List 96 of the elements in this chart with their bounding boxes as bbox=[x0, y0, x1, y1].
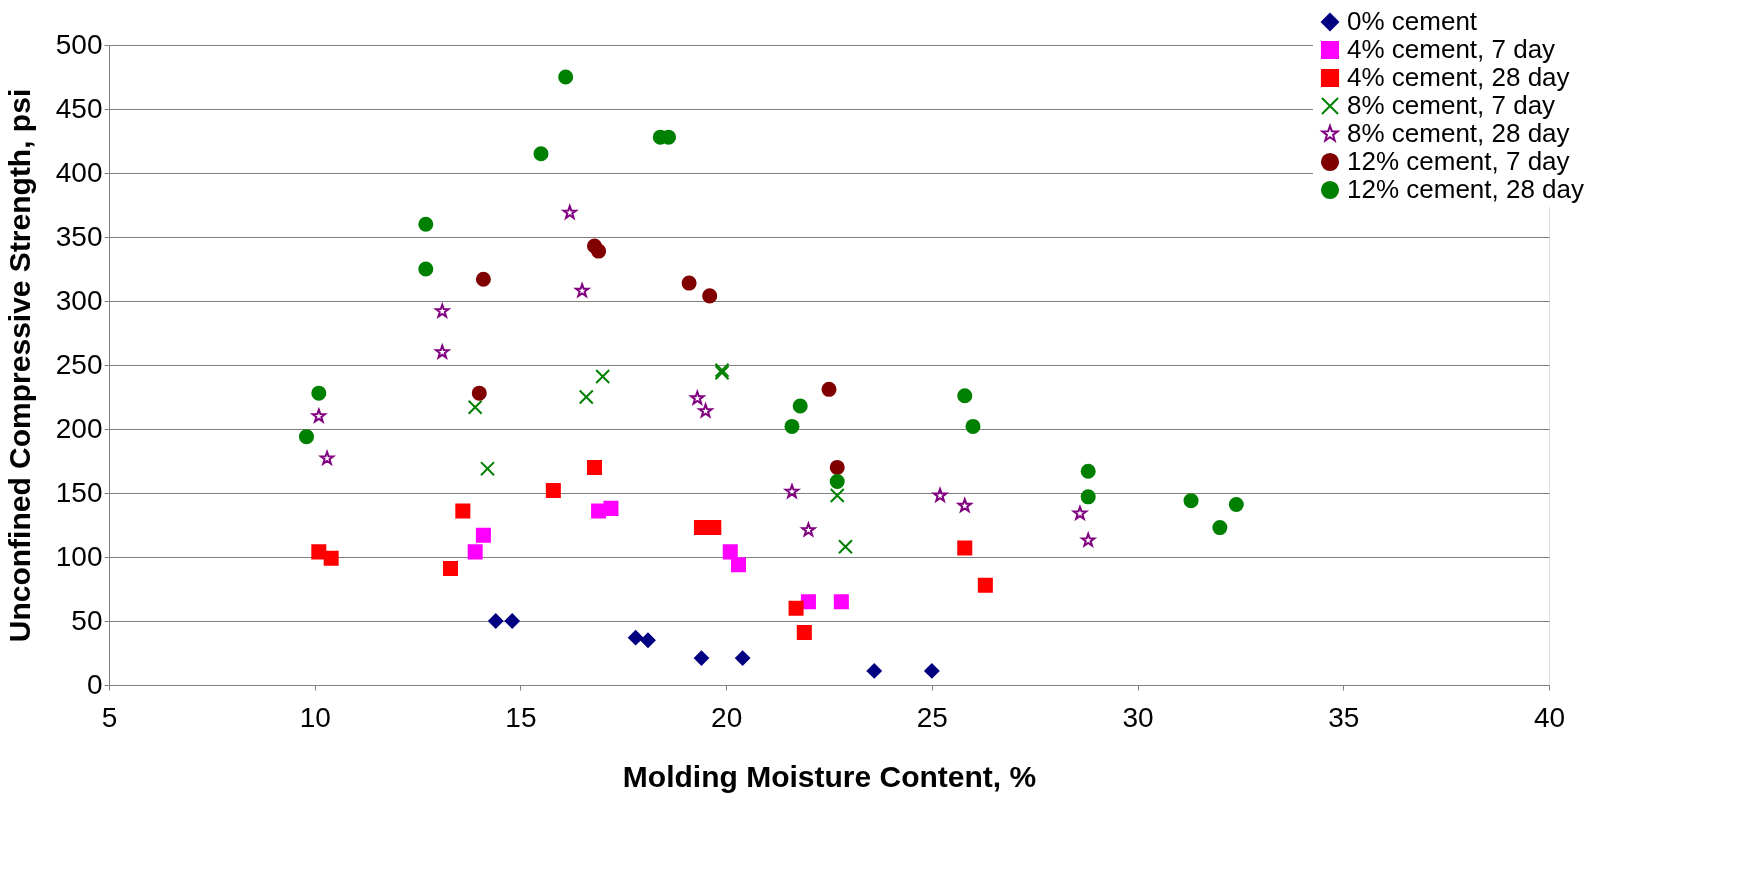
point bbox=[829, 473, 845, 489]
point bbox=[977, 577, 993, 593]
point bbox=[545, 482, 561, 498]
point bbox=[418, 261, 434, 277]
legend-label: 12% cement, 7 day bbox=[1347, 146, 1570, 176]
legend-label: 8% cement, 28 day bbox=[1347, 118, 1570, 148]
point bbox=[418, 216, 434, 232]
legend-label: 4% cement, 28 day bbox=[1347, 62, 1570, 92]
legend-label: 8% cement, 7 day bbox=[1347, 90, 1556, 120]
x-tick-label: 35 bbox=[1328, 701, 1360, 733]
point bbox=[467, 399, 483, 415]
point bbox=[965, 418, 981, 434]
x-tick-label: 15 bbox=[505, 701, 537, 733]
point bbox=[323, 550, 339, 566]
point bbox=[467, 544, 483, 560]
point bbox=[475, 271, 491, 287]
y-tick-label: 200 bbox=[55, 412, 103, 444]
point bbox=[837, 539, 853, 555]
point bbox=[829, 488, 845, 504]
x-tick-label: 20 bbox=[711, 701, 743, 733]
point bbox=[603, 500, 619, 516]
point bbox=[924, 663, 940, 679]
point bbox=[578, 389, 594, 405]
point bbox=[957, 540, 973, 556]
point bbox=[455, 503, 471, 519]
point bbox=[696, 401, 715, 419]
y-tick-label: 0 bbox=[86, 668, 103, 700]
point bbox=[433, 302, 452, 319]
point bbox=[595, 369, 611, 385]
point bbox=[730, 557, 746, 573]
point bbox=[706, 520, 722, 536]
point bbox=[591, 243, 607, 259]
point bbox=[558, 69, 574, 85]
x-tick-label: 5 bbox=[101, 701, 118, 733]
point bbox=[471, 385, 487, 401]
y-tick-label: 150 bbox=[55, 476, 103, 508]
point bbox=[955, 496, 974, 514]
point bbox=[788, 600, 804, 616]
x-axis-title: Molding Moisture Content, % bbox=[622, 759, 1037, 793]
point bbox=[957, 388, 973, 404]
point bbox=[735, 650, 751, 666]
point bbox=[932, 488, 948, 502]
legend-label: 4% cement, 7 day bbox=[1347, 34, 1556, 64]
point bbox=[829, 459, 845, 475]
point bbox=[792, 398, 808, 414]
point bbox=[800, 594, 816, 610]
point bbox=[1183, 493, 1199, 509]
legend-label: 12% cement, 28 day bbox=[1347, 174, 1585, 204]
y-tick-label: 450 bbox=[55, 92, 103, 124]
legend-label: 0% cement bbox=[1347, 6, 1478, 36]
y-tick-label: 50 bbox=[71, 604, 103, 636]
point bbox=[796, 625, 812, 641]
point bbox=[533, 146, 549, 162]
point bbox=[628, 630, 644, 646]
point bbox=[681, 275, 697, 291]
point bbox=[866, 663, 882, 679]
point bbox=[784, 418, 800, 434]
point bbox=[799, 520, 818, 538]
point bbox=[574, 283, 590, 298]
point bbox=[833, 594, 849, 610]
x-tick-label: 10 bbox=[299, 701, 331, 733]
point bbox=[722, 544, 738, 560]
point bbox=[311, 544, 327, 560]
point bbox=[586, 459, 602, 475]
point bbox=[1079, 531, 1098, 548]
point bbox=[475, 527, 491, 543]
point bbox=[319, 450, 335, 465]
point bbox=[488, 613, 504, 629]
point bbox=[702, 288, 718, 304]
point bbox=[311, 385, 327, 401]
point bbox=[298, 429, 314, 445]
y-tick-label: 350 bbox=[55, 220, 103, 252]
point bbox=[1080, 463, 1096, 479]
y-tick-label: 500 bbox=[55, 28, 103, 60]
y-tick-label: 250 bbox=[55, 348, 103, 380]
y-tick-label: 100 bbox=[55, 540, 103, 572]
x-tick-label: 30 bbox=[1122, 701, 1154, 733]
x-tick-label: 25 bbox=[916, 701, 948, 733]
point bbox=[640, 632, 656, 648]
point bbox=[821, 381, 837, 397]
point bbox=[560, 203, 579, 221]
y-tick-label: 400 bbox=[55, 156, 103, 188]
point bbox=[784, 484, 800, 498]
point bbox=[504, 613, 520, 629]
y-axis-title: Unconfined Compressive Strength, psi bbox=[2, 88, 36, 643]
point bbox=[693, 650, 709, 666]
point bbox=[1072, 505, 1088, 520]
x-tick-label: 40 bbox=[1533, 701, 1566, 733]
point bbox=[1228, 497, 1244, 513]
point bbox=[442, 561, 458, 577]
point bbox=[480, 461, 496, 477]
y-tick-label: 300 bbox=[55, 284, 103, 316]
point bbox=[433, 343, 452, 360]
point bbox=[1080, 489, 1096, 505]
point bbox=[1212, 520, 1228, 536]
point bbox=[311, 408, 327, 423]
